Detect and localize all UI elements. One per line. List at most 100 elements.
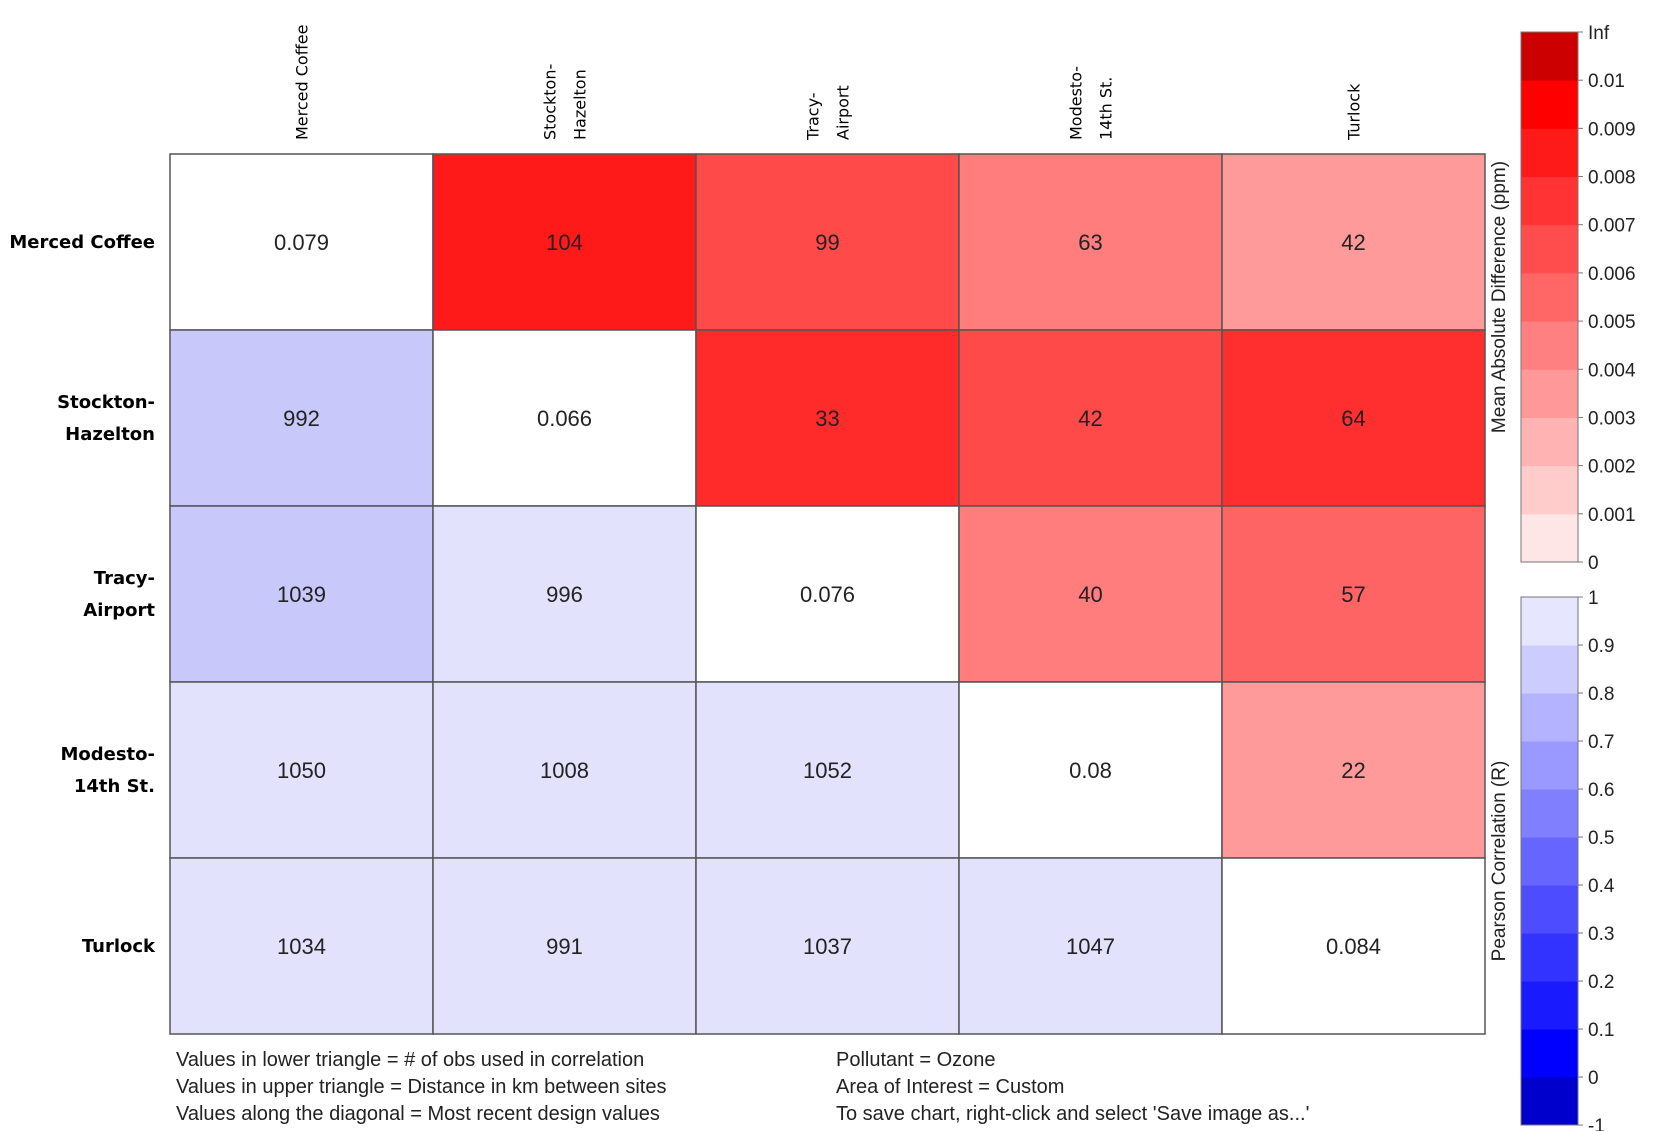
- colorbar-mad-frame: [1520, 31, 1579, 563]
- note-diagonal: Values along the diagonal = Most recent …: [176, 1103, 660, 1125]
- col-label-2-line1: Stockton-: [541, 64, 560, 140]
- colorbar-mad-tick-label-3: 0.002: [1588, 457, 1636, 478]
- colorbar-mad-swatch-9: [1521, 128, 1578, 178]
- colorbar-r-tick-label-6: 0.4: [1588, 876, 1615, 897]
- colorbar-mad-title: Mean Absolute Difference (ppm): [1489, 161, 1510, 433]
- cell-value-r5-c5: 0.084: [1326, 934, 1381, 959]
- cell-value-r5-c2: 991: [546, 934, 583, 959]
- colorbar-r-tick-label-8: 0.6: [1588, 780, 1614, 801]
- row-label-1: Merced Coffee: [9, 232, 155, 253]
- note-area-of-interest: Area of Interest = Custom: [836, 1076, 1065, 1098]
- colorbar-mad-tick-label-6: 0.005: [1588, 312, 1636, 333]
- colorbar-r-tick-label-3: 0.1: [1588, 1020, 1614, 1041]
- heatmap-cell-r4-c4: [958, 681, 1223, 859]
- cell-value-r1-c4: 63: [1078, 230, 1102, 255]
- colorbar-r-tick-label-10: 0.8: [1588, 684, 1614, 705]
- note-upper-triangle: Values in upper triangle = Distance in k…: [176, 1076, 667, 1098]
- col-label-3-line1: Tracy-: [804, 92, 823, 141]
- cell-value-r4-c3: 1052: [803, 758, 852, 783]
- cell-value-r2-c3: 33: [815, 406, 839, 431]
- cell-value-r4-c2: 1008: [540, 758, 589, 783]
- colorbar-r-swatch-3: [1521, 981, 1578, 1030]
- colorbar-r-swatch-7: [1521, 789, 1578, 838]
- cell-value-r2-c2: 0.066: [537, 406, 592, 431]
- colorbar-r-tick-label-7: 0.5: [1588, 828, 1614, 849]
- cell-value-r4-c4: 0.08: [1069, 758, 1112, 783]
- cell-value-r2-c4: 42: [1078, 406, 1102, 431]
- colorbar-mad-tick-label-8: 0.007: [1588, 216, 1636, 237]
- note-save-chart: To save chart, right-click and select 'S…: [836, 1103, 1310, 1125]
- colorbar-mad-swatch-5: [1521, 321, 1578, 370]
- note-pollutant: Pollutant = Ozone: [836, 1049, 996, 1071]
- col-label-5: Turlock: [1345, 83, 1364, 141]
- colorbar-mad-swatch-3: [1521, 417, 1578, 467]
- colorbar-mad-swatch-2: [1521, 465, 1578, 515]
- heatmap-cell-r5-c3: [695, 857, 960, 1035]
- row-label-3-line1: Tracy-: [94, 568, 155, 589]
- colorbar-r-swatch-5: [1521, 885, 1578, 934]
- colorbar-mad-swatch-8: [1521, 176, 1578, 226]
- colorbar-mad-tick-label-11: 0.01: [1588, 71, 1625, 92]
- colorbar-r-tick-label-2: 0: [1588, 1068, 1599, 1089]
- heatmap-cell-r2-c5: [1221, 329, 1486, 507]
- cell-value-r1-c3: 99: [815, 230, 839, 255]
- colorbar-r-frame: [1520, 596, 1579, 1126]
- cell-value-r4-c5: 22: [1341, 758, 1365, 783]
- cell-value-r5-c1: 1034: [277, 934, 326, 959]
- colorbar-mad-swatch-7: [1521, 224, 1578, 274]
- colorbar-r-tick-label-9: 0.7: [1588, 732, 1614, 753]
- heatmap-cell-r3-c3: [695, 505, 960, 683]
- heatmap-cell-r3-c5: [1221, 505, 1486, 683]
- colorbar-r-swatch-4: [1521, 933, 1578, 982]
- col-label-3-line2: Airport: [834, 85, 853, 140]
- heatmap-cell-r2-c3: [695, 329, 960, 507]
- heatmap-cell-r3-c4: [958, 505, 1223, 683]
- row-label-3-line2: Airport: [83, 600, 155, 621]
- heatmap-cell-r5-c1: [169, 857, 434, 1035]
- colorbar-r-swatch-11: [1521, 597, 1578, 646]
- heatmap-cell-r4-c2: [432, 681, 697, 859]
- row-label-4-line1: Modesto-: [60, 744, 155, 765]
- colorbar-mad-tick-label-7: 0.006: [1588, 264, 1636, 285]
- note-lower-triangle: Values in lower triangle = # of obs used…: [176, 1049, 645, 1071]
- colorbar-r-title: Pearson Correlation (R): [1489, 761, 1510, 962]
- heatmap-cell-r5-c5: [1221, 857, 1486, 1035]
- cell-value-r2-c1: 992: [283, 406, 320, 431]
- cell-value-r5-c4: 1047: [1066, 934, 1115, 959]
- colorbar-r-swatch-8: [1521, 741, 1578, 790]
- row-label-5: Turlock: [82, 936, 156, 957]
- cell-value-r5-c3: 1037: [803, 934, 852, 959]
- colorbar-mad-tick-label-9: 0.008: [1588, 168, 1636, 189]
- cell-value-r3-c5: 57: [1341, 582, 1365, 607]
- cell-value-r1-c2: 104: [546, 230, 583, 255]
- cell-value-r3-c2: 996: [546, 582, 583, 607]
- row-label-2-line2: Hazelton: [65, 424, 155, 445]
- heatmap-cell-r5-c2: [432, 857, 697, 1035]
- colorbar-mad-tick-label-4: 0.003: [1588, 408, 1636, 429]
- notes-right: Pollutant = Ozone Area of Interest = Cus…: [836, 1047, 1309, 1128]
- colorbar-r-swatch-10: [1521, 645, 1578, 694]
- heatmap-cell-r1-c2: [432, 153, 697, 331]
- colorbar-r-swatch-1: [1521, 1077, 1578, 1126]
- row-label-2-line1: Stockton-: [57, 392, 155, 413]
- heatmap-cell-r1-c3: [695, 153, 960, 331]
- colorbar-r-swatch-2: [1521, 1029, 1578, 1078]
- cell-value-r2-c5: 64: [1341, 406, 1365, 431]
- col-label-1: Merced Coffee: [293, 25, 312, 140]
- colorbar-mad-tick-label-10: 0.009: [1588, 119, 1636, 140]
- heatmap-cell-r4-c3: [695, 681, 960, 859]
- cell-value-r1-c1: 0.079: [274, 230, 329, 255]
- heatmap-cell-r1-c5: [1221, 153, 1486, 331]
- colorbar-mad-swatch-11: [1521, 32, 1578, 81]
- heatmap-cell-r3-c2: [432, 505, 697, 683]
- colorbar-r-tick-label-1: -1: [1588, 1116, 1605, 1131]
- cell-value-r4-c1: 1050: [277, 758, 326, 783]
- heatmap-cell-r1-c4: [958, 153, 1223, 331]
- heatmap-cell-r4-c5: [1221, 681, 1486, 859]
- colorbar-mad-swatch-10: [1521, 80, 1578, 129]
- cell-value-r3-c4: 40: [1078, 582, 1102, 607]
- colorbar-mad-tick-label-5: 0.004: [1588, 360, 1636, 381]
- cell-value-r1-c5: 42: [1341, 230, 1365, 255]
- heatmap-cell-r4-c1: [169, 681, 434, 859]
